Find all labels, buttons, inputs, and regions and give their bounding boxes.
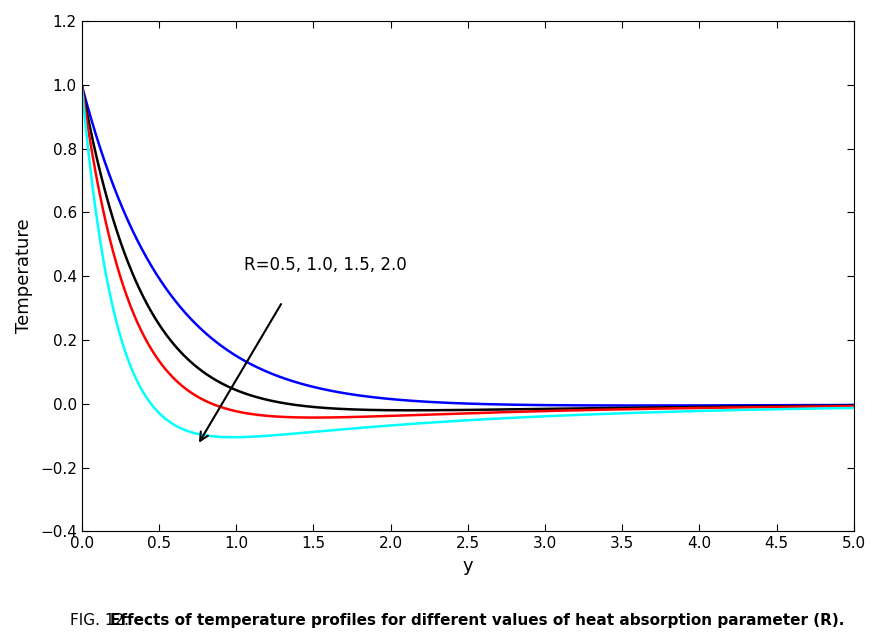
Y-axis label: Temperature: Temperature bbox=[15, 219, 33, 333]
Text: Effects of temperature profiles for different values of heat absorption paramete: Effects of temperature profiles for diff… bbox=[110, 613, 845, 628]
X-axis label: y: y bbox=[463, 557, 473, 575]
Text: R=0.5, 1.0, 1.5, 2.0: R=0.5, 1.0, 1.5, 2.0 bbox=[244, 256, 407, 274]
Text: FIG. 12.: FIG. 12. bbox=[70, 613, 135, 628]
